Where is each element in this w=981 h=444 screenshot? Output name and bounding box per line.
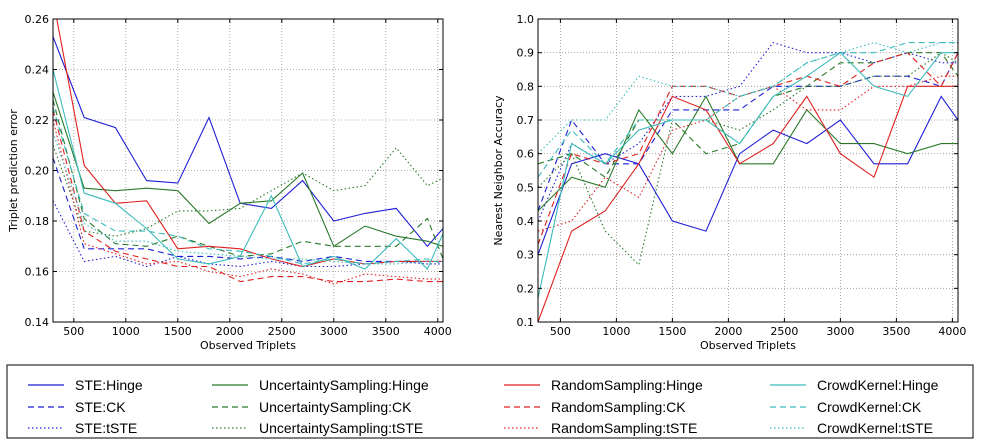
- series-line-ste-ck: [53, 157, 443, 262]
- y-tick-label: 0.3: [517, 249, 535, 262]
- legend-entry-label: UncertaintySampling:tSTE: [259, 420, 423, 436]
- y-tick-label: 0.4: [517, 215, 535, 228]
- series-line-randomsampling-ck: [53, 109, 443, 283]
- legend-entry-label: RandomSampling:CK: [551, 399, 686, 415]
- legend-entry-label: CrowdKernel:Hinge: [817, 377, 939, 393]
- y-tick-label: 0.18: [25, 215, 50, 228]
- x-axis-label: Observed Triplets: [700, 339, 796, 352]
- legend-entry-label: STE:CK: [75, 399, 126, 415]
- series-line-crowdkernel-tste: [53, 132, 443, 265]
- series-line-uncertaintysampling-hinge: [538, 95, 958, 212]
- y-tick-label: 0.26: [25, 13, 50, 26]
- legend-entry-label: STE:Hinge: [75, 377, 143, 393]
- legend-entry-label: RandomSampling:Hinge: [551, 377, 703, 393]
- series-line-uncertaintysampling-hinge: [53, 92, 443, 248]
- x-tick-label: 1500: [658, 325, 686, 338]
- x-tick-label: 500: [63, 325, 84, 338]
- y-tick-label: 0.2: [517, 282, 535, 295]
- x-tick-label: 3500: [882, 325, 910, 338]
- chart-triplet-prediction-error: 500 1000 1500 2000 2500 3000 3500 4000 0.14 0.16 0…: [7, 13, 452, 352]
- legend-entry-label: UncertaintySampling:Hinge: [259, 377, 429, 393]
- series-line-uncertaintysampling-ck: [538, 52, 958, 178]
- series-line-uncertaintysampling-ck: [53, 99, 443, 260]
- y-tick-label: 0.24: [25, 64, 50, 77]
- legend-entry-label: CrowdKernel:tSTE: [817, 420, 933, 436]
- x-tick-label: 2000: [714, 325, 742, 338]
- x-tick-label: 4000: [938, 325, 966, 338]
- y-axis-label: Triplet prediction error: [7, 109, 20, 233]
- series-line-uncertaintysampling-tste: [53, 145, 443, 237]
- y-tick-label: 0.9: [517, 47, 535, 60]
- x-tick-label: 1000: [602, 325, 630, 338]
- series-line-randomsampling-hinge: [538, 85, 958, 322]
- x-tick-label: 3000: [826, 325, 854, 338]
- series-line-crowdkernel-ck: [53, 107, 443, 265]
- x-tick-label: 2500: [268, 325, 296, 338]
- series-line-crowdkernel-ck: [538, 42, 958, 178]
- legend-entry-label: CrowdKernel:CK: [817, 399, 922, 415]
- x-axis-label: Observed Triplets: [200, 339, 296, 352]
- y-axis-label: Nearest Neighbor Accuracy: [492, 95, 505, 246]
- x-tick-label: 2000: [216, 325, 244, 338]
- legend-entry-label: STE:tSTE: [75, 420, 137, 436]
- x-tick-label: 1500: [164, 325, 192, 338]
- legend-entry-label: RandomSampling:tSTE: [551, 420, 697, 436]
- x-tick-label: 500: [550, 325, 571, 338]
- x-tick-label: 4000: [424, 325, 452, 338]
- series-line-randomsampling-hinge: [56, 19, 443, 268]
- series-line-randomsampling-tste: [538, 75, 958, 232]
- legend-entry-label: UncertaintySampling:CK: [259, 399, 412, 415]
- x-tick-label: 3500: [372, 325, 400, 338]
- series-line-ste-hinge: [538, 95, 958, 255]
- x-tick-label: 2500: [770, 325, 798, 338]
- y-tick-label: 1.0: [517, 13, 535, 26]
- x-tick-label: 3000: [320, 325, 348, 338]
- y-tick-label: 0.8: [517, 80, 535, 93]
- chart-nearest-neighbor-accuracy: 500 1000 1500 2000 2500 3000 3500 4000 0.1 0.2 0.3…: [492, 13, 966, 352]
- y-tick-label: 0.14: [25, 316, 50, 329]
- series-line-ste-hinge: [53, 36, 443, 248]
- y-tick-label: 0.7: [517, 114, 535, 127]
- series-line-randomsampling-ck: [538, 52, 958, 245]
- series-line-crowdkernel-hinge: [538, 51, 958, 299]
- legend-box: [6, 364, 974, 439]
- series-line-crowdkernel-tste: [538, 42, 958, 155]
- series-line-ste-tste: [538, 41, 958, 222]
- series-line-crowdkernel-hinge: [53, 69, 443, 270]
- y-tick-label: 0.6: [517, 148, 535, 161]
- y-tick-label: 0.16: [25, 266, 50, 279]
- x-tick-label: 1000: [112, 325, 140, 338]
- legend: STE:Hinge UncertaintySampling:Hinge Random…: [6, 364, 974, 439]
- y-tick-label: 0.5: [517, 181, 535, 194]
- y-tick-label: 0.22: [25, 114, 50, 127]
- y-tick-label: 0.1: [517, 316, 535, 329]
- plot-frame: [537, 18, 959, 323]
- y-tick-label: 0.20: [25, 165, 50, 178]
- series-line-randomsampling-tste: [53, 119, 443, 285]
